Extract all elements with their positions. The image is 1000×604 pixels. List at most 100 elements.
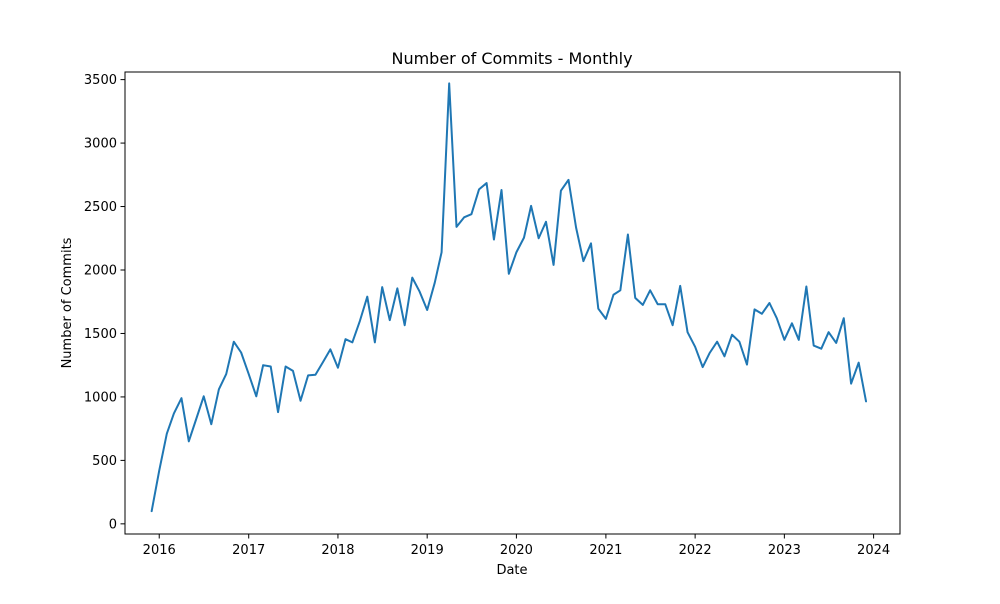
data-point (374, 341, 376, 343)
data-point (270, 365, 272, 367)
data-point (537, 237, 539, 239)
data-point (642, 304, 644, 306)
data-point (284, 365, 286, 367)
data-point (448, 82, 450, 84)
data-point (791, 322, 793, 324)
data-point (597, 308, 599, 310)
data-point (567, 179, 569, 181)
data-point (485, 182, 487, 184)
data-point (686, 331, 688, 333)
data-point (865, 400, 867, 402)
data-point (195, 417, 197, 419)
data-point (307, 374, 309, 376)
data-point (857, 361, 859, 363)
data-point (396, 287, 398, 289)
data-point (255, 395, 257, 397)
data-point (708, 352, 710, 354)
data-point (463, 216, 465, 218)
data-point (351, 341, 353, 343)
data-point (627, 233, 629, 235)
data-point (761, 313, 763, 315)
data-point (403, 324, 405, 326)
data-point (634, 297, 636, 299)
data-point (738, 341, 740, 343)
data-point (173, 412, 175, 414)
data-point (843, 317, 845, 319)
data-point (723, 355, 725, 357)
data-point (500, 189, 502, 191)
x-tick-label: 2019 (411, 543, 444, 558)
y-tick-label: 3000 (84, 137, 117, 152)
data-point (418, 290, 420, 292)
data-point (366, 295, 368, 297)
y-tick-label: 3500 (84, 73, 117, 88)
y-tick-label: 0 (109, 517, 117, 532)
data-point (850, 382, 852, 384)
x-axis-label: Date (496, 563, 527, 578)
data-point (813, 344, 815, 346)
x-tick-label: 2020 (500, 543, 533, 558)
data-point (299, 400, 301, 402)
data-point (746, 363, 748, 365)
data-point (314, 374, 316, 376)
y-axis-label: Number of Commits (60, 237, 75, 368)
x-tick-label: 2023 (768, 543, 801, 558)
data-point (478, 188, 480, 190)
data-point (440, 251, 442, 253)
data-point (210, 423, 212, 425)
data-point (820, 347, 822, 349)
chart-title: Number of Commits - Monthly (391, 49, 632, 68)
data-point (835, 342, 837, 344)
plot-area-frame (124, 71, 901, 535)
data-point (671, 324, 673, 326)
data-point (180, 397, 182, 399)
series-group (150, 82, 868, 513)
data-point (218, 388, 220, 390)
data-point (776, 317, 778, 319)
data-point (150, 510, 152, 512)
data-point (590, 242, 592, 244)
data-point (322, 361, 324, 363)
data-point (188, 440, 190, 442)
x-tick-label: 2016 (143, 543, 176, 558)
data-point (768, 302, 770, 304)
data-point (575, 226, 577, 228)
data-point (619, 289, 621, 291)
x-tick-label: 2021 (589, 543, 622, 558)
series-line (150, 82, 868, 513)
data-point (337, 367, 339, 369)
data-point (649, 289, 651, 291)
data-point (545, 221, 547, 223)
data-point (158, 469, 160, 471)
data-point (702, 366, 704, 368)
data-point (166, 433, 168, 435)
data-point (233, 341, 235, 343)
data-point (605, 318, 607, 320)
y-tick-label: 1500 (84, 327, 117, 342)
data-point (411, 276, 413, 278)
data-point (582, 260, 584, 262)
data-point (225, 373, 227, 375)
data-point (798, 339, 800, 341)
data-point (515, 251, 517, 253)
data-point (203, 395, 205, 397)
data-point (359, 320, 361, 322)
data-point (805, 285, 807, 287)
data-point (434, 281, 436, 283)
data-point (664, 303, 666, 305)
data-point (716, 341, 718, 343)
data-point (552, 264, 554, 266)
data-point (240, 351, 242, 353)
y-tick-label: 2000 (84, 264, 117, 279)
data-point (292, 370, 294, 372)
data-point (262, 364, 264, 366)
data-point (493, 238, 495, 240)
data-point (277, 411, 279, 413)
data-point (329, 348, 331, 350)
y-axis: 0 500 1000 1500 2000 2500 3000 3500 (84, 73, 125, 532)
data-point (381, 286, 383, 288)
data-point (523, 236, 525, 238)
data-point (753, 308, 755, 310)
